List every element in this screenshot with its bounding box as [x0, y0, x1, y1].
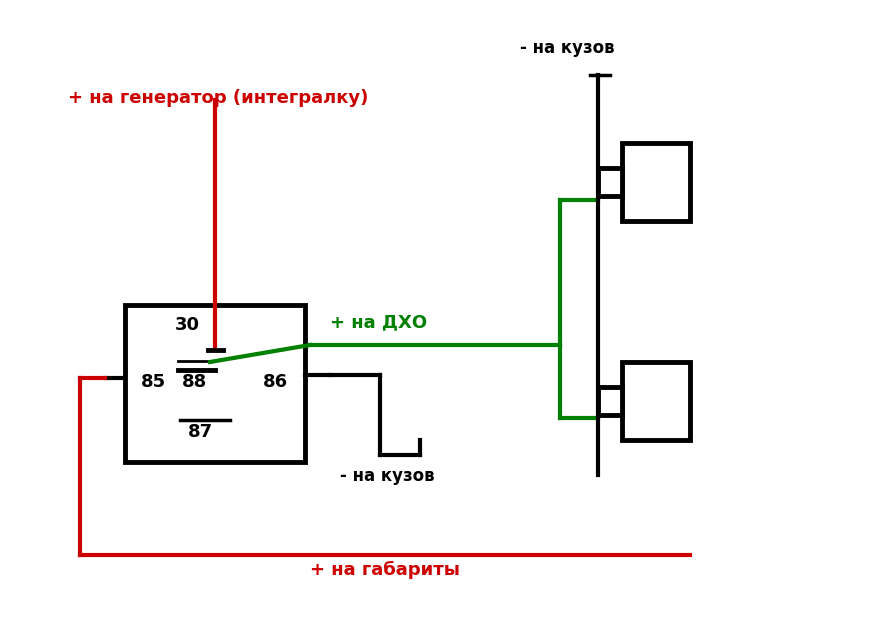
- Text: 30: 30: [175, 316, 200, 334]
- Bar: [621, 362, 689, 440]
- Text: 88: 88: [182, 373, 208, 391]
- Text: 86: 86: [262, 373, 288, 391]
- Bar: [597, 387, 621, 415]
- Bar: [125, 305, 305, 462]
- Text: + на генератор (интегралку): + на генератор (интегралку): [68, 89, 368, 107]
- Text: + на габариты: + на габариты: [309, 561, 460, 579]
- Text: 85: 85: [140, 373, 165, 391]
- Bar: [597, 168, 621, 196]
- Text: - на кузов: - на кузов: [340, 467, 434, 485]
- Text: - на кузов: - на кузов: [520, 39, 614, 57]
- Text: 87: 87: [187, 423, 212, 441]
- Bar: [621, 143, 689, 221]
- Text: + на ДХО: + на ДХО: [329, 313, 427, 331]
